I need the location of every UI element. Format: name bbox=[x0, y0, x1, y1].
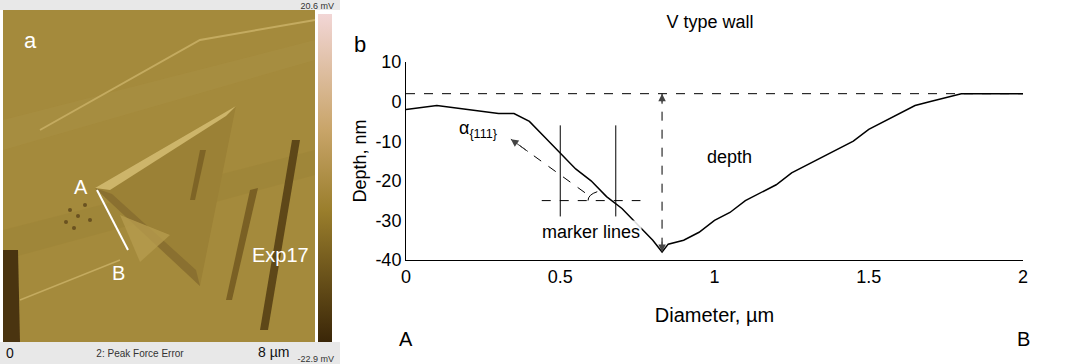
svg-text:0: 0 bbox=[401, 267, 411, 287]
svg-text:1.5: 1.5 bbox=[856, 267, 881, 287]
svg-text:Diameter, µm: Diameter, µm bbox=[655, 304, 774, 326]
svg-text:Exp17: Exp17 bbox=[252, 244, 309, 266]
svg-text:-20: -20 bbox=[375, 171, 401, 191]
svg-text:0: 0 bbox=[6, 345, 14, 361]
svg-text:B: B bbox=[1017, 328, 1030, 350]
svg-text:0: 0 bbox=[391, 92, 401, 112]
svg-text:-22.9 mV: -22.9 mV bbox=[297, 354, 334, 364]
svg-text:0.5: 0.5 bbox=[548, 267, 573, 287]
svg-text:1: 1 bbox=[709, 267, 719, 287]
svg-text:α​{111}​: α​{111}​ bbox=[459, 118, 497, 141]
svg-text:marker lines: marker lines bbox=[542, 222, 640, 242]
svg-text:10: 10 bbox=[381, 52, 401, 72]
svg-text:depth: depth bbox=[707, 147, 752, 167]
svg-text:A: A bbox=[74, 176, 88, 198]
svg-text:8 µm: 8 µm bbox=[258, 344, 289, 360]
svg-text:A: A bbox=[399, 328, 413, 350]
svg-text:20.6 mV: 20.6 mV bbox=[300, 1, 334, 11]
svg-text:-10: -10 bbox=[375, 132, 401, 152]
svg-text:B: B bbox=[112, 262, 125, 284]
svg-text:2: Peak Force Error: 2: Peak Force Error bbox=[96, 348, 184, 359]
svg-text:-30: -30 bbox=[375, 211, 401, 231]
svg-text:-40: -40 bbox=[375, 250, 401, 270]
svg-text:2: 2 bbox=[1018, 267, 1028, 287]
svg-text:V type wall: V type wall bbox=[666, 12, 753, 32]
svg-text:a: a bbox=[24, 28, 37, 53]
svg-text:Depth, nm: Depth, nm bbox=[350, 119, 370, 202]
svg-text:b: b bbox=[354, 32, 366, 57]
